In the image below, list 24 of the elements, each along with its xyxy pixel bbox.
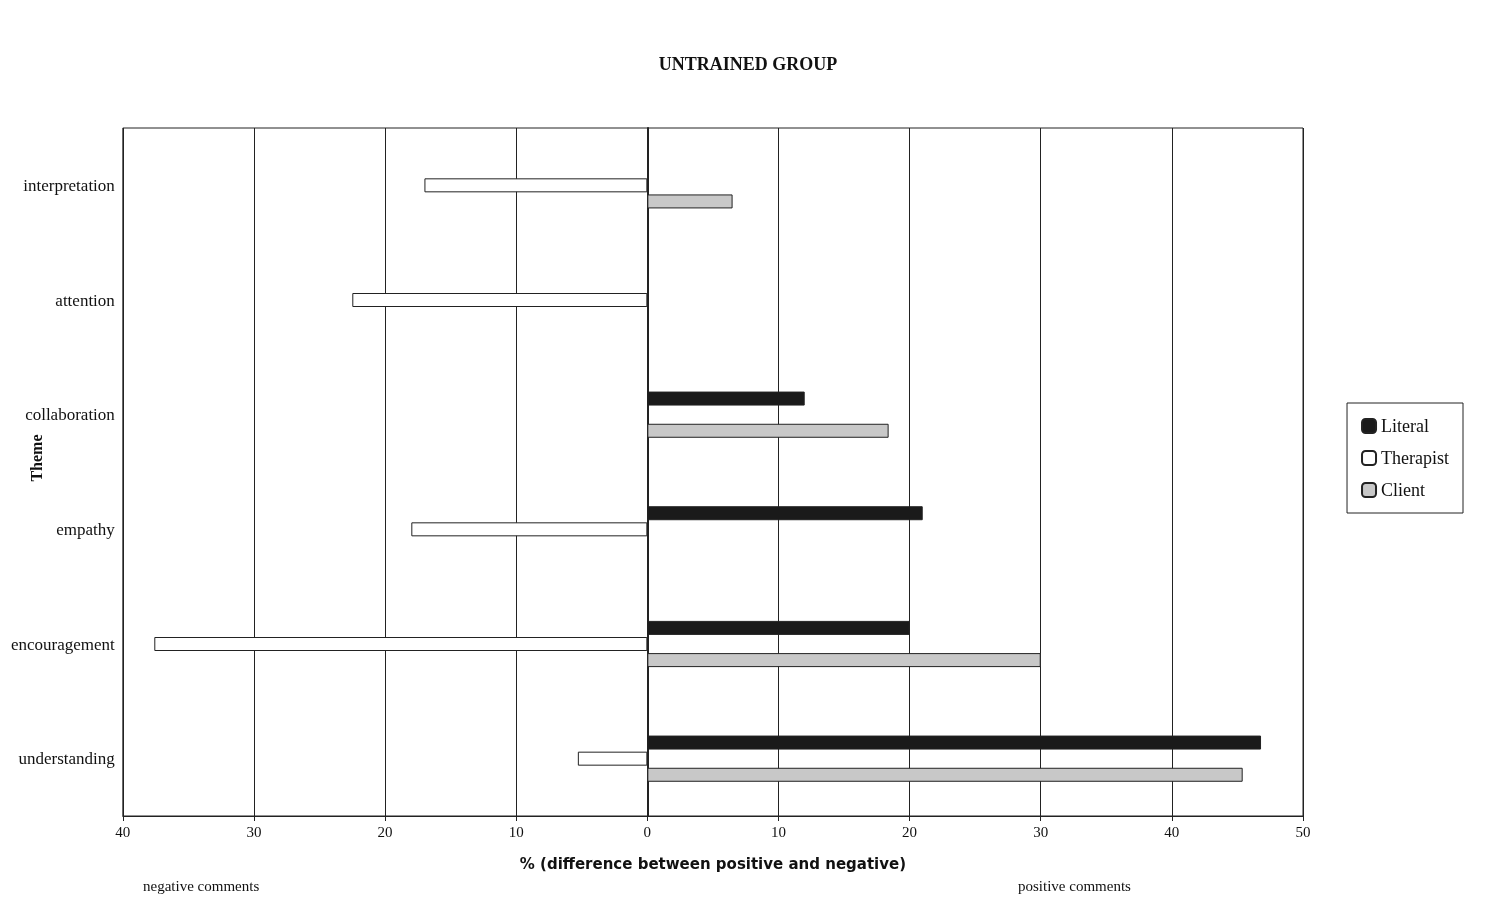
x-tick-label: 30 [1033,823,1049,840]
text: positive comments [1018,877,1132,894]
y-tick-label: interpretation [23,175,116,195]
y-tick-label: collaboration [25,405,116,425]
x-tick-label: 20 [902,823,918,840]
x-tick-label: 40 [115,823,131,840]
legend-label: Literal [1381,416,1430,436]
y-tick-label: empathy [56,519,116,539]
x-tick-label: 40 [1164,823,1180,840]
x-axis-title: % (difference between positive and negative) [519,854,907,873]
x-tick-label: 50 [1295,823,1311,840]
y-axis-title: Theme [27,434,45,482]
chart-title: UNTRAINED GROUP [658,54,838,74]
y-tick-label: encouragement [10,634,116,654]
y-tick-label: attention [55,290,116,310]
legend-label: Therapist [1381,448,1450,468]
legend-label: Client [1381,480,1426,500]
x-tick-label: 10 [508,823,524,840]
y-tick-label: understanding [18,749,116,769]
x-tick-label: 0 [643,823,652,840]
x-tick-label: 20 [377,823,393,840]
x-tick-label: 30 [246,823,262,840]
text: negative comments [143,877,260,894]
x-tick-label: 10 [770,823,786,840]
